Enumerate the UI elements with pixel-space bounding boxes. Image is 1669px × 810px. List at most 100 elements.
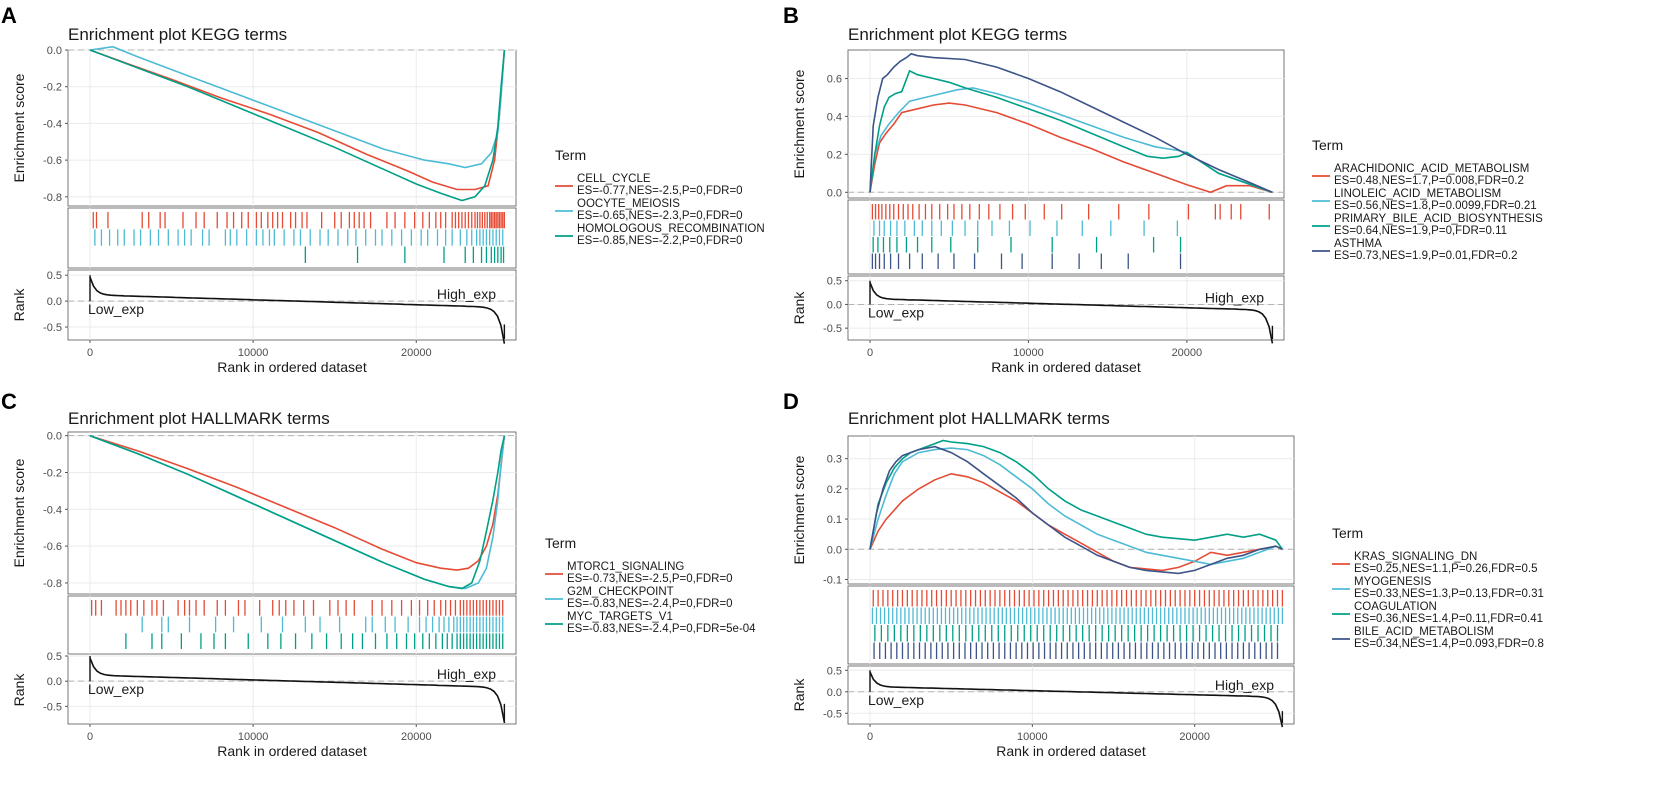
- xtick-label: 0: [87, 347, 93, 359]
- rank-ytick-label: 0.0: [827, 687, 842, 699]
- legend-term-name: COAGULATION: [1354, 601, 1437, 613]
- es-ytick-label: -0.6: [43, 155, 62, 167]
- legend: Term MTORC1_SIGNALINGES=-0.73,NES=-2.5,P=…: [545, 535, 756, 635]
- es-ytick-label: 0.0: [47, 45, 62, 57]
- rank-frame: [67, 655, 517, 725]
- es-ytick-label: 0.6: [827, 73, 842, 85]
- legend-term-stats: ES=-0.83,NES=-2.4,P=0,FDR=5e-04: [567, 623, 756, 635]
- legend-title: Term: [1312, 137, 1343, 153]
- x-axis-label: Rank in ordered dataset: [991, 359, 1141, 375]
- hits-row-homologous-recombination: [304, 246, 505, 263]
- hits-row-cell-cycle: [92, 212, 506, 229]
- low-exp-label: Low_exp: [868, 692, 924, 708]
- es-curve-mtorc1-signaling: [89, 434, 506, 571]
- hits-row-kras-signaling-dn: [872, 590, 1284, 607]
- es-axis-label: Enrichment score: [11, 73, 27, 182]
- xtick-label: 20000: [401, 347, 432, 359]
- x-axis-label: Rank in ordered dataset: [217, 359, 367, 375]
- hits-row-coagulation: [874, 625, 1279, 642]
- rank-axis-label: Rank: [11, 673, 27, 707]
- legend-term-stats: ES=0.64,NES=1.9,P=0,FDR=0.11: [1334, 225, 1507, 237]
- legend-term-name: MTORC1_SIGNALING: [567, 561, 684, 573]
- legend-term-stats: ES=0.34,NES=1.4,P=0.093,FDR=0.8: [1354, 638, 1544, 650]
- hits-row-asthma: [871, 253, 1182, 269]
- hits-row-mtorc1-signaling: [90, 600, 504, 616]
- es-ytick-label: -0.6: [43, 541, 62, 553]
- legend-term-stats: ES=-0.83,NES=-2.4,P=0,FDR=0: [567, 598, 733, 610]
- x-axis-label: Rank in ordered dataset: [217, 743, 367, 759]
- hits-row-myogenesis: [871, 607, 1284, 624]
- legend-term-name: ARACHIDONIC_ACID_METABOLISM: [1334, 163, 1529, 175]
- es-ytick-label: -0.2: [43, 82, 62, 94]
- rank-frame: [847, 275, 1285, 341]
- legend-term-stats: ES=-0.65,NES=-2.3,P=0,FDR=0: [577, 210, 743, 222]
- es-curve-myc-targets-v1: [89, 434, 506, 590]
- hits-row-g2m-checkpoint: [141, 616, 504, 633]
- xtick-label: 10000: [1017, 731, 1048, 743]
- legend-term-name: G2M_CHECKPOINT: [567, 586, 674, 598]
- rank-metric-curve: [89, 657, 506, 723]
- rank-metric-curve: [89, 276, 506, 344]
- xtick-label: 10000: [238, 347, 269, 359]
- rank-metric-curve: [869, 282, 1274, 344]
- es-ytick-label: 0.1: [827, 514, 842, 526]
- xtick-label: 10000: [1013, 347, 1044, 359]
- xtick-label: 0: [867, 347, 873, 359]
- legend-title: Term: [1332, 525, 1363, 541]
- es-axis-label: Enrichment score: [11, 458, 27, 567]
- xtick-label: 20000: [401, 731, 432, 743]
- panel-title: Enrichment plot HALLMARK terms: [848, 409, 1110, 428]
- legend-term-stats: ES=0.73,NES=1.9,P=0.01,FDR=0.2: [1334, 250, 1517, 262]
- panel-letter: D: [783, 389, 799, 414]
- rank-metric-curve: [869, 671, 1284, 728]
- hits-row-myc-targets-v1: [125, 633, 504, 649]
- rank-ytick-label: 0.5: [47, 651, 62, 663]
- hits-frame: [847, 585, 1295, 665]
- es-ytick-label: 0.0: [827, 187, 842, 199]
- rank-ytick-label: 0.5: [827, 276, 842, 288]
- legend-term-name: ASTHMA: [1334, 238, 1382, 250]
- xtick-label: 0: [867, 731, 873, 743]
- panel-letter: A: [1, 3, 17, 28]
- legend: Term ARACHIDONIC_ACID_METABOLISMES=0.48,N…: [1312, 137, 1543, 262]
- hits-row-bile-acid-metabolism: [873, 642, 1279, 659]
- xtick-label: 20000: [1179, 731, 1210, 743]
- legend-term-name: OOCYTE_MEIOSIS: [577, 198, 680, 210]
- es-ytick-label: -0.4: [43, 118, 62, 130]
- legend-term-stats: ES=0.36,NES=1.4,P=0.11,FDR=0.41: [1354, 613, 1543, 625]
- low-exp-label: Low_exp: [88, 301, 144, 317]
- es-ytick-label: 0.0: [827, 544, 842, 556]
- legend-term-name: HOMOLOGOUS_RECOMBINATION: [577, 223, 765, 235]
- legend-term-stats: ES=0.33,NES=1.3,P=0.13,FDR=0.31: [1354, 588, 1544, 600]
- rank-ytick-label: -0.5: [823, 708, 842, 720]
- hits-frame: [847, 199, 1285, 275]
- panel-title: Enrichment plot KEGG terms: [848, 25, 1067, 44]
- low-exp-label: Low_exp: [868, 304, 924, 320]
- legend-term-stats: ES=0.25,NES=1.1,P=0.26,FDR=0.5: [1354, 563, 1537, 575]
- high-exp-label: High_exp: [1205, 289, 1264, 305]
- legend-term-stats: ES=0.56,NES=1.8,P=0.0099,FDR=0.21: [1334, 200, 1537, 212]
- panel-letter: C: [1, 389, 17, 414]
- hits-row-linoleic-acid-metabolism: [873, 220, 1179, 236]
- hits-frame: [67, 207, 517, 269]
- es-ytick-label: -0.4: [43, 504, 62, 516]
- legend-term-name: PRIMARY_BILE_ACID_BIOSYNTHESIS: [1334, 213, 1543, 225]
- panel-title: Enrichment plot HALLMARK terms: [68, 409, 330, 428]
- legend-term-stats: ES=0.48,NES=1.7,P=0.008,FDR=0.2: [1334, 175, 1524, 187]
- es-axis-label: Enrichment score: [791, 69, 807, 178]
- legend-term-name: MYC_TARGETS_V1: [567, 611, 673, 623]
- legend-term-stats: ES=-0.73,NES=-2.5,P=0,FDR=0: [567, 573, 733, 585]
- xtick-label: 20000: [1172, 347, 1203, 359]
- es-plot-frame: [847, 435, 1295, 585]
- panel-b: B Enrichment plot KEGG terms 0.0 0.2 0.4 0.6 E…: [783, 3, 1543, 375]
- es-curve-homologous-recombination: [89, 49, 506, 202]
- rank-ytick-label: -0.5: [43, 701, 62, 713]
- es-ytick-label: -0.8: [43, 578, 62, 590]
- hits-row-arachidonic-acid-metabolism: [871, 204, 1270, 220]
- es-ytick-label: 0.3: [827, 454, 842, 466]
- low-exp-label: Low_exp: [88, 681, 144, 697]
- es-curve-linoleic-acid-metabolism: [869, 87, 1273, 194]
- es-ytick-label: 0.2: [827, 484, 842, 496]
- rank-ytick-label: -0.5: [823, 323, 842, 335]
- es-ytick-label: 0.2: [827, 149, 842, 161]
